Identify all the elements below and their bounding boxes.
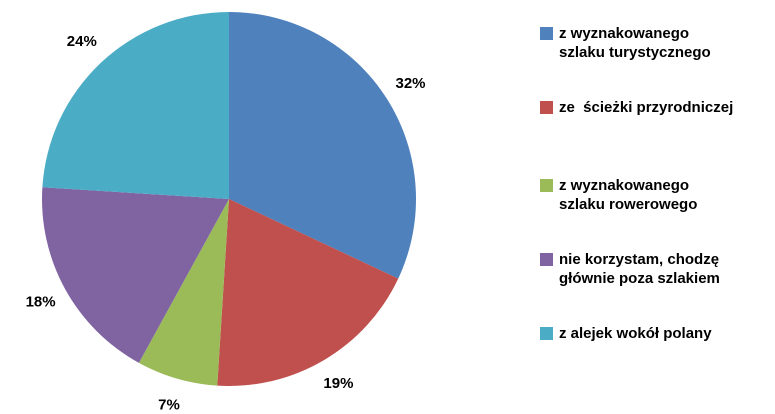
pie-slice	[42, 12, 229, 199]
pie-slice	[42, 187, 230, 363]
legend-label: z alejek wokół polany	[559, 325, 712, 342]
data-label: 7%	[158, 396, 180, 413]
legend-label: z wyznakowanego szlaku turystycznego	[559, 25, 711, 61]
data-label: 24%	[67, 33, 97, 50]
pie-slice	[138, 199, 229, 386]
legend-item: z wyznakowanego szlaku turystycznego	[540, 24, 711, 62]
legend-item: nie korzystam, chodzę głównie poza szlak…	[540, 250, 720, 288]
legend-label: ze ścieżki przyrodniczej	[559, 99, 734, 116]
legend-swatch	[540, 27, 553, 40]
pie-slice	[217, 199, 399, 387]
pie-area: 32% 19% 7% 18% 24%	[26, 12, 426, 413]
data-label: 32%	[396, 75, 426, 92]
legend-item: ze ścieżki przyrodniczej	[540, 98, 733, 117]
legend-swatch	[540, 253, 553, 266]
data-label: 18%	[26, 294, 56, 311]
pie-slice	[229, 12, 416, 279]
legend-item: z wyznakowanego szlaku rowerowego	[540, 176, 697, 214]
data-label: 19%	[323, 375, 353, 392]
legend-swatch	[540, 327, 553, 340]
legend-item: z alejek wokół polany	[540, 324, 712, 343]
legend-label: z wyznakowanego szlaku rowerowego	[559, 177, 698, 213]
legend-swatch	[540, 101, 553, 114]
legend-swatch	[540, 179, 553, 192]
legend-label: nie korzystam, chodzę głównie poza szlak…	[559, 251, 720, 287]
